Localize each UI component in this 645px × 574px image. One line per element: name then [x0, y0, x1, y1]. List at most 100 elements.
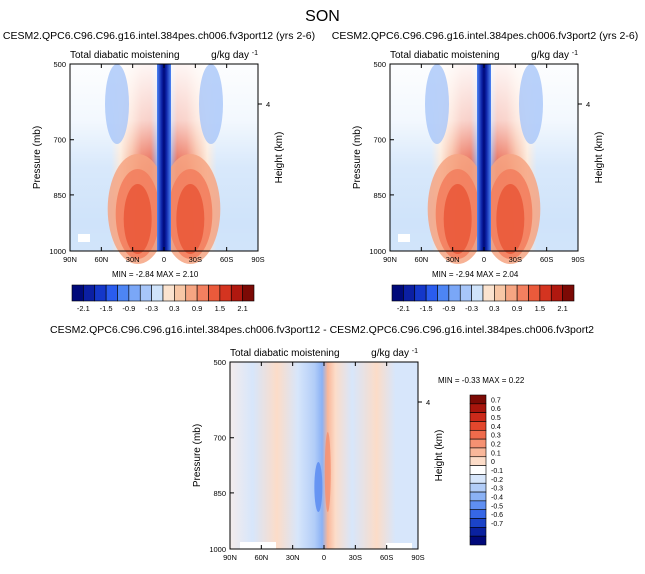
field-base — [230, 362, 418, 549]
colorbar-cell — [482, 284, 495, 302]
units-text: g/kg day — [371, 348, 412, 359]
min-label: MIN = — [438, 376, 462, 385]
colorbar-label: -0.1 — [491, 468, 503, 475]
colorbar-label: -0.9 — [442, 304, 455, 313]
colorbar-label: -0.2 — [491, 477, 503, 484]
colorbar-label: 0 — [491, 459, 495, 466]
chart-title: CESM2.QPC6.C96.C96.g16.intel.384pes.ch00… — [3, 30, 315, 42]
plot-area — [229, 361, 419, 550]
colorbar-cell — [469, 482, 487, 493]
y2-axis-label: Height (km) — [594, 132, 605, 184]
x-tick-label: 90N — [223, 553, 237, 562]
colorbar-label: -1.5 — [420, 304, 433, 313]
colorbar-label: -0.7 — [491, 521, 503, 528]
colorbar-label: 1.5 — [215, 304, 225, 313]
colorbar-cell — [469, 509, 487, 519]
y2-axis-label: Height (km) — [434, 430, 445, 482]
colorbar-label: 0.3 — [489, 304, 499, 313]
y-axis-label: Pressure (mb) — [352, 126, 363, 189]
patch-right — [386, 543, 412, 549]
chart-subtitle-left: Total diabatic moistening — [230, 348, 340, 359]
colorbar-cell — [208, 284, 221, 302]
x-tick-label: 30N — [446, 255, 460, 264]
x-tick-label: 90S — [571, 255, 584, 264]
chart-subtitle-left: Total diabatic moistening — [70, 50, 180, 61]
colorbar-cell — [469, 456, 487, 466]
colorbar-cell — [550, 284, 563, 302]
min-max-label: MIN = -2.84 MAX = 2.10 — [112, 270, 199, 279]
y-tick-label: 1000 — [49, 247, 66, 256]
y2-axis-label: Height (km) — [274, 132, 285, 184]
max-value: 0.22 — [509, 376, 525, 385]
chart-subtitle-left: Total diabatic moistening — [390, 50, 500, 61]
colorbar-cell — [139, 284, 152, 302]
lobe-inner-0 — [123, 184, 152, 254]
colorbar-label: 0.3 — [169, 304, 179, 313]
x-tick-label: 30S — [509, 255, 522, 264]
colorbar-cell — [469, 474, 487, 484]
colorbar-cell — [128, 284, 141, 302]
x-tick-label: 0 — [322, 553, 326, 562]
colorbar-cell — [469, 412, 487, 422]
colorbar-label: -0.3 — [145, 304, 158, 313]
colorbar-cell — [469, 500, 487, 511]
y-axis-label: Pressure (mb) — [32, 126, 43, 189]
colorbar-label: 0.1 — [491, 450, 501, 457]
colorbar-cell — [414, 284, 427, 302]
colorbar-label: 1.5 — [535, 304, 545, 313]
colorbar-cell — [117, 284, 130, 302]
colorbar-cell — [469, 421, 487, 431]
colorbar-cell — [471, 284, 484, 302]
colorbar-cell — [539, 284, 552, 302]
colorbar-label: 0.9 — [192, 304, 202, 313]
units-text: g/kg day — [531, 50, 572, 61]
core — [157, 64, 171, 251]
plot-area — [389, 63, 579, 264]
y-tick-label: 850 — [213, 489, 226, 498]
x-tick-label: 30N — [286, 553, 300, 562]
max-value: 2.10 — [183, 270, 199, 279]
plume-left — [105, 64, 129, 144]
x-tick-label: 60N — [94, 255, 108, 264]
colorbar-label: -0.6 — [491, 512, 503, 519]
colorbar-label: 0.5 — [491, 415, 501, 422]
max-value: 2.04 — [503, 270, 519, 279]
min-value: -2.84 — [136, 270, 155, 279]
patch — [78, 234, 90, 242]
colorbar-label: 2.1 — [557, 304, 567, 313]
colorbar-label: 0.2 — [491, 442, 501, 449]
max-label: MAX = — [480, 376, 509, 385]
colorbar-cell — [469, 535, 487, 546]
colorbar-label: 0.6 — [491, 406, 501, 413]
colorbar-cell — [459, 284, 472, 302]
patch-left — [240, 542, 276, 549]
units-text: g/kg day — [211, 50, 252, 61]
colorbar-cell — [174, 284, 187, 302]
colorbar-label: 0.7 — [491, 397, 501, 404]
x-tick-label: 90N — [63, 255, 77, 264]
plume-left — [425, 64, 449, 144]
colorbar-cell — [516, 284, 529, 302]
colorbar-cell — [242, 284, 255, 302]
y2-tick-label: 4 — [266, 100, 270, 109]
y2-tick-label: 4 — [586, 100, 590, 109]
chart-units: g/kg day -1 — [371, 348, 418, 360]
colorbar-cell — [83, 284, 96, 302]
min-value: -2.94 — [456, 270, 475, 279]
colorbar-cell — [562, 284, 575, 302]
x-tick-label: 60N — [414, 255, 428, 264]
chart-title: CESM2.QPC6.C96.C96.g16.intel.384pes.ch00… — [50, 324, 594, 336]
colorbar-cell — [403, 284, 416, 302]
colorbar-cell — [151, 284, 164, 302]
x-tick-label: 0 — [482, 255, 486, 264]
colorbar-cell — [528, 284, 541, 302]
colorbar-cell — [469, 518, 487, 528]
colorbar-label: -2.1 — [397, 304, 410, 313]
plume-right — [199, 64, 223, 144]
units-exponent: -1 — [252, 50, 258, 57]
y-tick-label: 500 — [213, 358, 226, 367]
colorbar-cell — [469, 447, 487, 458]
x-tick-label: 90S — [411, 553, 424, 562]
y-tick-label: 850 — [373, 191, 386, 200]
